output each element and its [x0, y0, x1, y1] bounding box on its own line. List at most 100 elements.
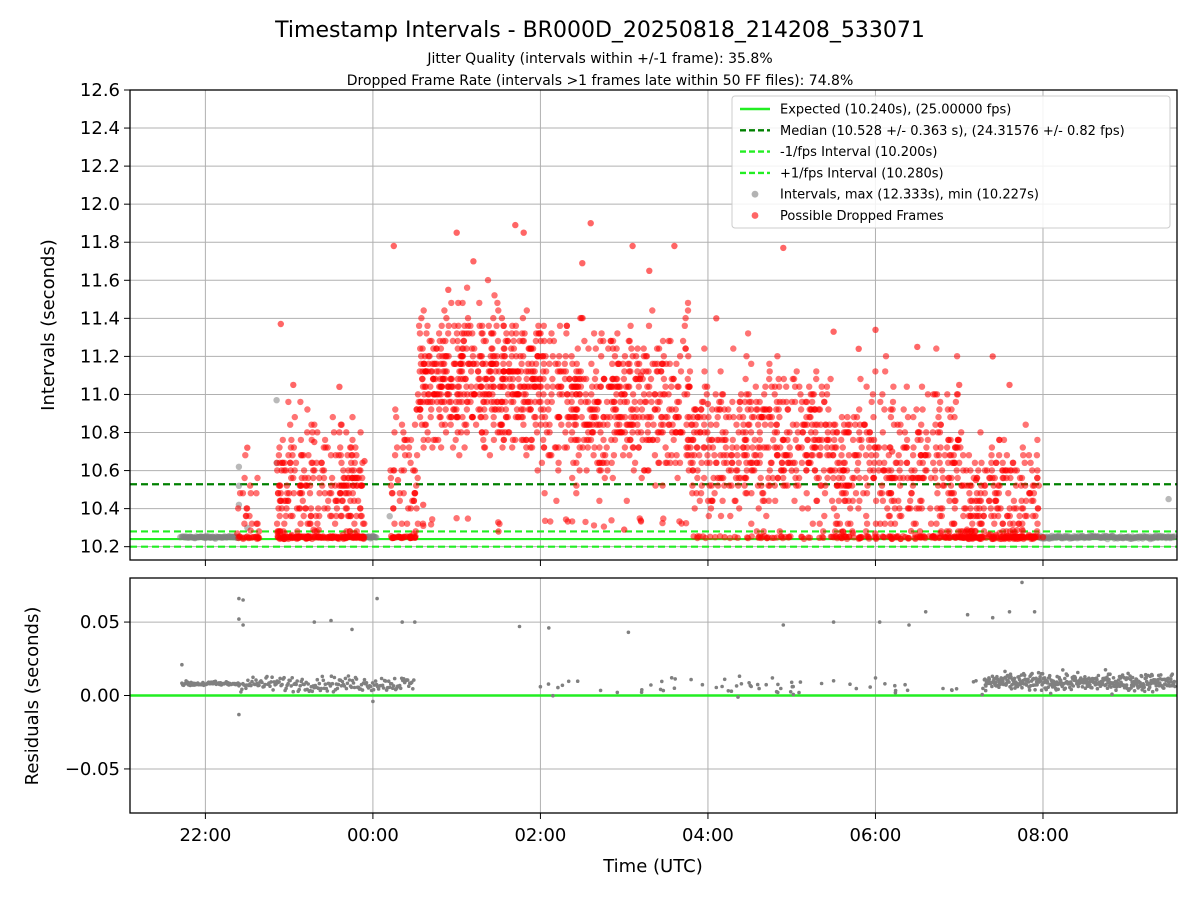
x-tick-label: 08:00 — [1017, 825, 1069, 846]
dropped-frame-point — [430, 391, 437, 398]
dropped-frame-point — [628, 406, 635, 413]
dropped-frame-point — [753, 528, 760, 535]
dropped-frame-point — [315, 526, 322, 533]
dropped-frame-point — [1022, 421, 1029, 428]
dropped-frame-point — [864, 482, 871, 489]
dropped-frame-point — [746, 421, 753, 428]
dropped-frame-point — [425, 391, 433, 398]
dropped-frame-point — [459, 360, 466, 367]
dropped-frame-point — [520, 406, 527, 413]
residual-point — [1154, 684, 1158, 688]
residual-point — [737, 674, 742, 678]
dropped-frame-point — [660, 353, 667, 360]
dropped-frame-point — [803, 413, 810, 421]
dropped-frame-point — [866, 429, 873, 436]
residual-point — [336, 682, 341, 687]
dropped-frame-point — [991, 497, 999, 504]
dropped-frame-point — [684, 436, 691, 444]
dropped-frame-point — [654, 436, 661, 444]
dropped-frame-point — [443, 314, 450, 322]
dropped-frame-point — [824, 474, 831, 482]
dropped-frame-point — [933, 391, 941, 398]
dropped-frame-point — [399, 444, 407, 451]
dropped-frame-point — [956, 459, 963, 466]
dropped-frame-points — [234, 220, 1047, 543]
dropped-frame-point — [349, 413, 356, 421]
dropped-frame-point — [705, 413, 712, 421]
dropped-frame-point — [411, 421, 419, 428]
dropped-frame-point — [442, 406, 449, 413]
residual-point — [797, 690, 801, 695]
dropped-frame-point — [791, 497, 798, 504]
dropped-frame-point — [907, 497, 914, 504]
dropped-frame-point — [342, 505, 349, 512]
dropped-frame-point — [348, 459, 355, 466]
dropped-frame-point — [838, 436, 845, 444]
dropped-frame-point — [725, 406, 732, 413]
dropped-frame-point — [913, 505, 920, 512]
dropped-frame-point — [864, 533, 872, 540]
dropped-frame-point — [822, 482, 829, 489]
residual-point — [747, 681, 751, 685]
dropped-frame-point — [277, 320, 284, 328]
dropped-frame-point — [548, 330, 555, 337]
dropped-frame-point — [437, 398, 444, 406]
dropped-frame-point — [649, 436, 657, 444]
dropped-frame-point — [453, 330, 461, 337]
dropped-frame-point — [674, 474, 681, 482]
dropped-frame-point — [774, 452, 781, 459]
dropped-frame-point — [463, 284, 471, 291]
dropped-frame-point — [496, 520, 503, 528]
dropped-frame-point — [565, 421, 572, 428]
dropped-frame-point — [888, 497, 895, 504]
dropped-frame-point — [444, 391, 451, 398]
dropped-frame-point — [358, 482, 366, 489]
dropped-frame-point — [945, 436, 952, 444]
dropped-frame-point — [692, 421, 699, 428]
dropped-frame-point — [564, 398, 571, 406]
dropped-frame-point — [509, 322, 516, 329]
dropped-frame-point — [868, 398, 875, 406]
dropped-frame-point — [544, 383, 551, 390]
dropped-frame-point — [830, 328, 837, 335]
residual-point — [1110, 692, 1114, 696]
dropped-frame-point — [646, 383, 653, 390]
dropped-frame-point — [621, 429, 629, 436]
dropped-frame-point — [933, 452, 940, 459]
dropped-frame-point — [908, 474, 915, 482]
dropped-frame-point — [505, 383, 513, 390]
dropped-frame-point — [578, 413, 585, 421]
dropped-frame-point — [997, 505, 1004, 512]
residual-point — [720, 684, 724, 689]
dropped-frame-point — [927, 474, 935, 482]
dropped-frame-point — [562, 353, 569, 360]
dropped-frame-point — [590, 452, 597, 459]
dropped-frame-point — [325, 497, 332, 504]
dropped-frame-point — [421, 383, 428, 390]
dropped-frame-point — [537, 398, 544, 406]
dropped-frame-point — [736, 505, 743, 512]
dropped-frame-point — [863, 383, 870, 390]
residual-point — [819, 681, 824, 686]
dropped-frame-point — [520, 421, 527, 428]
dropped-frame-point — [970, 512, 977, 520]
dropped-frame-point — [537, 330, 544, 337]
dropped-frame-point — [759, 497, 766, 504]
legend-entry-label: Expected (10.240s), (25.00000 fps) — [780, 103, 1011, 118]
dropped-frame-point — [584, 421, 591, 428]
residual-point — [1083, 675, 1087, 679]
x-tick-label: 02:00 — [514, 825, 566, 846]
dropped-frame-point — [473, 383, 480, 390]
dropped-frame-point — [343, 429, 350, 436]
dropped-frame-point — [498, 421, 505, 428]
dropped-frame-point — [923, 467, 930, 474]
dropped-frame-point — [897, 459, 904, 466]
dropped-frame-point — [427, 383, 434, 390]
dropped-frame-point — [523, 368, 530, 375]
dropped-frame-point — [735, 482, 742, 489]
legend-entry-label: Median (10.528 +/- 0.363 s), (24.31576 +… — [780, 124, 1125, 139]
dropped-frame-point — [654, 360, 661, 367]
dropped-frame-point — [610, 398, 618, 406]
residuals-y-tick-label: 0.05 — [80, 612, 120, 633]
dropped-frame-point — [870, 467, 877, 474]
